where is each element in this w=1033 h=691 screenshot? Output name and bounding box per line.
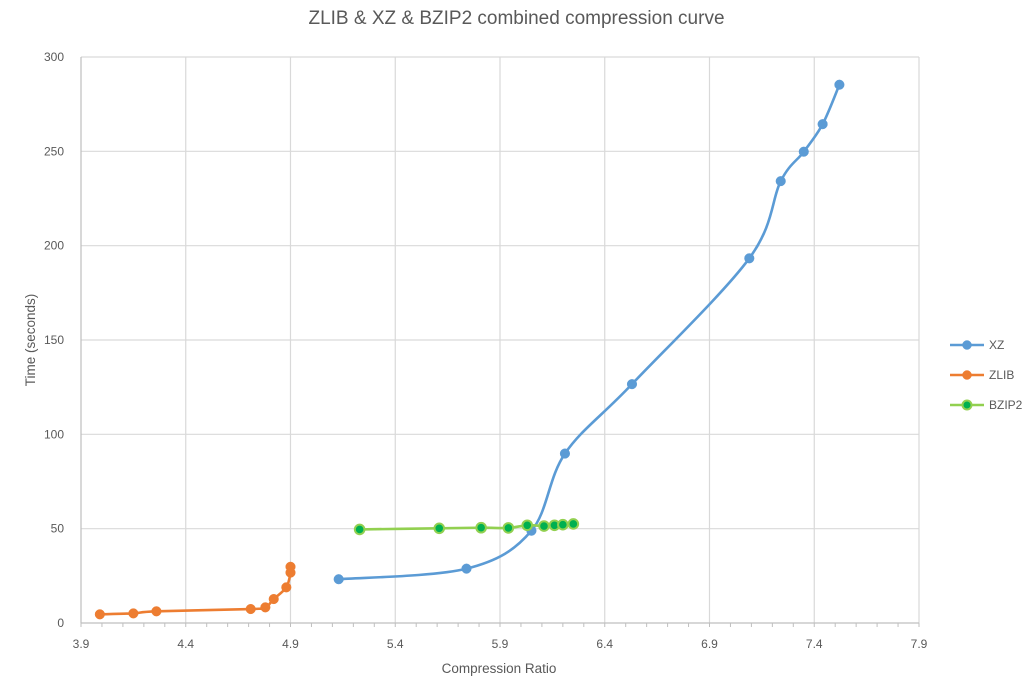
xz-line-marker-icon	[950, 340, 984, 350]
axes: 0 50 100 150 200 250 300 3.9 4.4 4.9 5.4 5.9 6.4 6.9 7…	[44, 50, 928, 651]
y-tick-label: 100	[44, 427, 64, 441]
data-point-marker[interactable]	[744, 253, 755, 264]
data-point-marker[interactable]	[268, 593, 279, 605]
data-point-marker[interactable]	[834, 79, 845, 90]
gridlines	[81, 56, 920, 623]
x-tick-label: 7.9	[911, 637, 928, 651]
zlib-line-marker-icon	[950, 370, 984, 380]
data-point-marker[interactable]	[817, 119, 828, 130]
series-line	[338, 84, 841, 581]
data-point-marker[interactable]	[433, 522, 446, 535]
legend-label: BZIP2	[989, 398, 1023, 412]
data-point-marker[interactable]	[567, 518, 580, 530]
y-tick-label: 150	[44, 333, 64, 347]
y-tick-label: 0	[57, 616, 64, 630]
data-point-marker[interactable]	[285, 561, 296, 572]
y-tick-label: 50	[51, 522, 65, 536]
x-tick-label: 4.9	[282, 637, 299, 651]
data-point-marker[interactable]	[502, 522, 515, 534]
series-bzip2	[353, 518, 580, 536]
data-point-marker[interactable]	[521, 519, 534, 532]
data-point-marker[interactable]	[626, 379, 638, 390]
series-layer	[94, 79, 845, 620]
x-tick-label: 7.4	[806, 637, 823, 651]
data-point-marker[interactable]	[775, 176, 786, 187]
data-point-marker[interactable]	[538, 520, 550, 532]
x-axis-title: Compression Ratio	[442, 661, 557, 676]
data-point-marker[interactable]	[260, 602, 271, 613]
data-point-marker[interactable]	[461, 563, 472, 574]
legend-item-xz[interactable]: XZ	[948, 330, 1022, 360]
legend-item-bzip2[interactable]: BZIP2	[948, 390, 1022, 420]
x-tick-label: 5.4	[387, 637, 404, 651]
x-tick-label: 4.4	[177, 637, 194, 651]
data-point-marker[interactable]	[151, 606, 162, 617]
y-tick-label: 200	[44, 239, 64, 253]
data-point-marker[interactable]	[475, 521, 487, 534]
y-tick-label: 250	[44, 144, 64, 158]
legend: XZ ZLIB BZIP2	[948, 330, 1022, 420]
y-tick-label: 300	[44, 50, 64, 64]
data-point-marker[interactable]	[245, 603, 256, 615]
data-point-marker[interactable]	[557, 518, 569, 531]
bzip2-line-marker-icon	[950, 399, 984, 411]
legend-label: XZ	[989, 338, 1005, 352]
data-point-marker[interactable]	[128, 608, 139, 619]
series-xz	[333, 79, 845, 585]
y-axis-title: Time (seconds)	[23, 294, 38, 387]
data-point-marker[interactable]	[353, 523, 366, 536]
chart-title: ZLIB & XZ & BZIP2 combined compression c…	[308, 8, 725, 29]
data-point-marker[interactable]	[333, 574, 344, 585]
legend-item-zlib[interactable]: ZLIB	[948, 360, 1022, 390]
legend-label: ZLIB	[989, 368, 1015, 382]
data-point-marker[interactable]	[281, 582, 292, 593]
series-zlib	[94, 561, 296, 620]
x-tick-label: 6.9	[701, 637, 718, 651]
x-tick-label: 6.4	[596, 637, 613, 651]
x-tick-label: 5.9	[492, 637, 509, 651]
x-tick-label: 3.9	[73, 637, 90, 651]
data-point-marker[interactable]	[798, 146, 809, 157]
data-point-marker[interactable]	[94, 609, 105, 620]
data-point-marker[interactable]	[559, 448, 570, 459]
